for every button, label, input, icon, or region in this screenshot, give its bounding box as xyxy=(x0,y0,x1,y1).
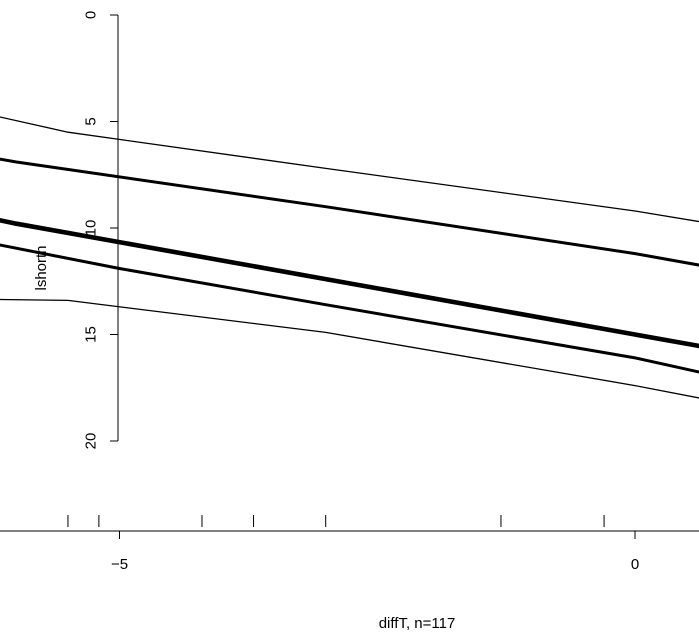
y-ticks: 0 5 10 15 20 xyxy=(82,11,118,450)
series-line-1 xyxy=(0,116,699,223)
x-tick-label: −5 xyxy=(111,556,128,573)
x-ticks: −25−20−15−10−50 xyxy=(111,531,639,573)
rug-marks xyxy=(67,515,605,527)
series-group xyxy=(0,116,699,399)
x-axis-label: diffT, n=117 xyxy=(379,615,456,632)
series-line-5 xyxy=(0,298,699,399)
y-tick-label: 5 xyxy=(82,117,99,125)
y-axis-label: lshorth xyxy=(33,245,50,290)
x-tick-label: 0 xyxy=(631,556,639,573)
series-line-4 xyxy=(0,243,699,374)
x-axis: −25−20−15−10−50 xyxy=(0,530,699,573)
y-tick-label: 20 xyxy=(82,433,99,450)
y-tick-label: 15 xyxy=(82,326,99,343)
series-line-2 xyxy=(0,157,699,267)
y-axis: 0 5 10 15 20 xyxy=(82,11,119,450)
y-tick-label: 0 xyxy=(82,11,99,19)
y-tick-label: 10 xyxy=(82,220,99,237)
series-line-3 xyxy=(0,217,699,349)
